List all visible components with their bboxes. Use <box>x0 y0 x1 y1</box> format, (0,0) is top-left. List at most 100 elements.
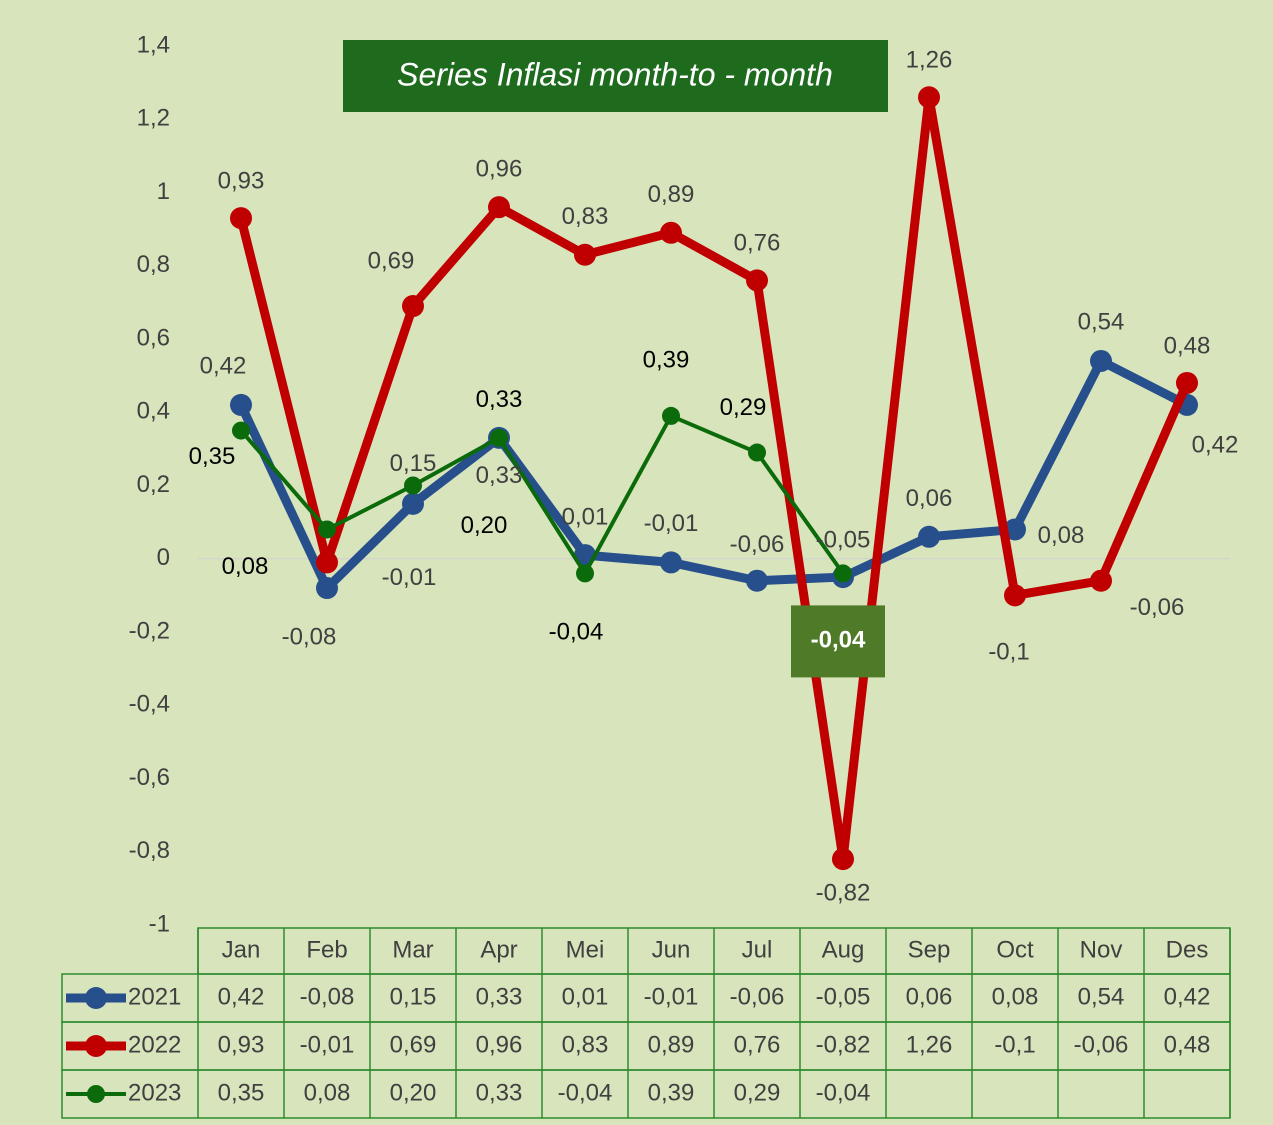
chart-title: Series Inflasi month-to - month <box>397 56 833 92</box>
table-cell: 0,33 <box>476 983 523 1010</box>
table-cell: 0,06 <box>906 983 953 1010</box>
legend-label: 2023 <box>128 1079 181 1106</box>
marker <box>402 295 424 318</box>
x-tick-label: Oct <box>996 936 1034 963</box>
y-tick-label: 1,4 <box>137 31 170 58</box>
y-tick-label: 1,2 <box>137 105 170 132</box>
table-cell: -0,08 <box>300 983 355 1010</box>
table-cell: 0,83 <box>562 1031 609 1058</box>
legend-marker <box>87 1085 105 1103</box>
x-tick-label: Jul <box>742 936 773 963</box>
data-label: 0,69 <box>368 247 415 274</box>
data-label: 0,96 <box>476 155 523 182</box>
table-cell: 0,29 <box>734 1079 781 1106</box>
marker <box>318 520 336 539</box>
table-cell: -0,01 <box>300 1031 355 1058</box>
marker <box>662 406 680 425</box>
legend-label: 2022 <box>128 1031 181 1058</box>
data-label: -0,04 <box>549 619 604 646</box>
marker <box>748 443 766 462</box>
data-label: 0,89 <box>648 181 695 208</box>
x-tick-label: Sep <box>908 936 951 963</box>
table-cell: -0,01 <box>644 983 699 1010</box>
marker <box>490 428 508 447</box>
table-cell: 0,35 <box>218 1079 265 1106</box>
data-label: -0,06 <box>730 531 785 558</box>
y-tick-label: 1 <box>157 178 170 205</box>
table-cell: -0,04 <box>816 1079 871 1106</box>
table-cell: 1,26 <box>906 1031 953 1058</box>
y-tick-label: 0,6 <box>137 324 170 351</box>
marker <box>746 269 768 292</box>
x-tick-label: Jun <box>652 936 691 963</box>
marker <box>1090 349 1112 372</box>
data-label: -0,1 <box>988 639 1029 666</box>
data-label: -0,01 <box>382 564 437 591</box>
marker <box>660 551 682 574</box>
y-tick-label: -0,2 <box>129 617 170 644</box>
table-cell: 0,08 <box>304 1079 351 1106</box>
table-cell: 0,54 <box>1078 983 1125 1010</box>
marker <box>402 492 424 515</box>
data-label: 0,08 <box>1038 522 1085 549</box>
data-label: -0,01 <box>644 510 699 537</box>
marker <box>1090 569 1112 592</box>
table-row <box>61 1069 1231 1119</box>
data-label: 1,26 <box>906 47 953 74</box>
x-tick-label: Mar <box>392 936 433 963</box>
label-box <box>791 605 885 678</box>
marker <box>746 569 768 592</box>
x-tick-label: Nov <box>1080 936 1123 963</box>
table-cell: 0,89 <box>648 1031 695 1058</box>
y-tick-label: -0,6 <box>129 764 170 791</box>
marker <box>316 577 338 600</box>
table-cell: 0,48 <box>1164 1031 1211 1058</box>
table-cell: 0,42 <box>218 983 265 1010</box>
data-label: 0,42 <box>200 352 247 379</box>
marker <box>230 393 252 416</box>
series-line <box>236 92 1192 864</box>
data-label: 0,29 <box>720 394 767 421</box>
y-tick-label: 0 <box>157 544 170 571</box>
table-cell: 0,15 <box>390 983 437 1010</box>
marker <box>1004 518 1026 541</box>
table-cell: 0,39 <box>648 1079 695 1106</box>
marker <box>230 207 252 230</box>
marker <box>574 243 596 266</box>
data-label: 0,76 <box>734 230 781 257</box>
table-cell: 0,01 <box>562 983 609 1010</box>
marker <box>918 86 940 109</box>
x-tick-label: Apr <box>480 936 517 963</box>
data-label: 0,54 <box>1078 308 1125 335</box>
x-tick-label: Jan <box>222 936 261 963</box>
data-label: 0,83 <box>562 203 609 230</box>
marker <box>232 421 250 440</box>
data-label: 0,06 <box>906 485 953 512</box>
y-tick-label: -1 <box>149 910 170 937</box>
data-label: 0,15 <box>390 450 437 477</box>
table-cell: 0,96 <box>476 1031 523 1058</box>
data-label: -0,05 <box>816 526 871 553</box>
x-tick-label: Aug <box>822 936 865 963</box>
table-cell: -0,06 <box>730 983 785 1010</box>
marker <box>404 476 422 495</box>
data-label: -0,08 <box>282 623 337 650</box>
table-cell: 0,20 <box>390 1079 437 1106</box>
y-tick-label: -0,8 <box>129 837 170 864</box>
legend-marker <box>85 1035 107 1057</box>
series-line <box>236 356 1190 593</box>
data-label: 0,42 <box>1192 431 1239 458</box>
x-tick-label: Mei <box>566 936 605 963</box>
marker <box>832 848 854 871</box>
data-label: 0,08 <box>222 553 269 580</box>
marker <box>576 564 594 583</box>
data-label: 0,35 <box>189 443 236 470</box>
table-cell: 0,33 <box>476 1079 523 1106</box>
y-tick-label: -0,4 <box>129 691 170 718</box>
table-cell: 0,76 <box>734 1031 781 1058</box>
y-tick-label: 0,8 <box>137 251 170 278</box>
table-cell: -0,82 <box>816 1031 871 1058</box>
table-cell: -0,06 <box>1074 1031 1129 1058</box>
data-label: 0,20 <box>461 512 508 539</box>
y-tick-label: 0,4 <box>137 398 170 425</box>
